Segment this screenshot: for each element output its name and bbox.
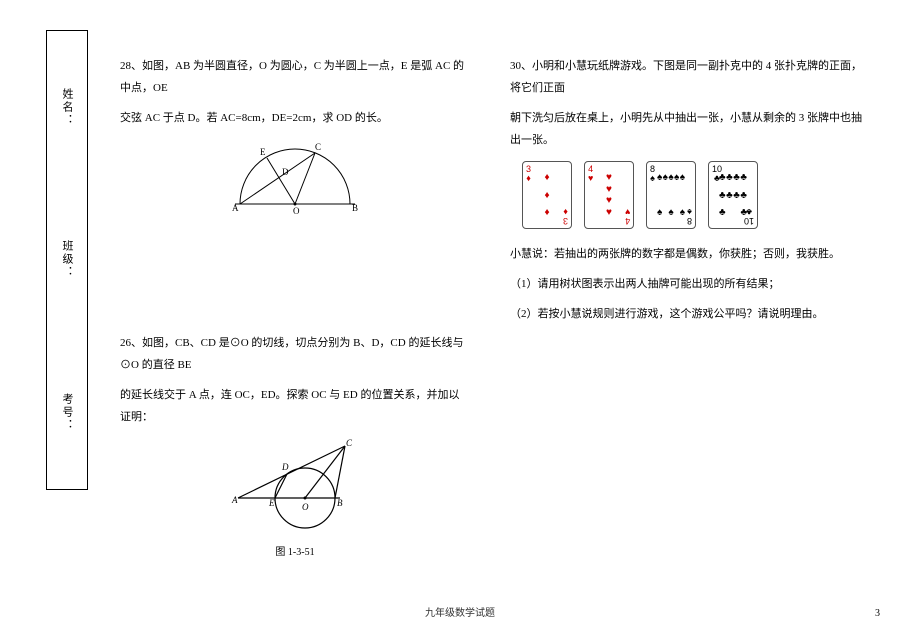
- card-corner-top: 4♥: [588, 165, 593, 183]
- card-pips: ♣♣♣♣♣♣♣♣♣♣: [719, 172, 747, 218]
- cards-row: 3♦♦♦♦3♦4♥♥♥♥♥4♥8♠♠♠♠♠♠♠♠♠8♠10♣♣♣♣♣♣♣♣♣♣♣…: [522, 161, 870, 229]
- name-label: 姓名：: [59, 88, 75, 127]
- card-corner-top: 8♠: [650, 165, 655, 183]
- card-corner-bottom: 3♦: [563, 207, 568, 225]
- playing-card: 3♦♦♦♦3♦: [522, 161, 572, 229]
- q28-text-2: 交弦 AC 于点 D。若 AC=8cm，DE=2cm，求 OD 的长。: [120, 107, 470, 129]
- svg-text:E: E: [268, 498, 275, 508]
- footer-title: 九年级数学试题: [0, 604, 920, 619]
- svg-text:E: E: [260, 147, 266, 157]
- card-pips: ♥♥♥♥: [595, 172, 623, 218]
- svg-text:A: A: [232, 203, 239, 213]
- class-label: 班级：: [59, 240, 75, 279]
- card-corner-bottom: 10♣: [744, 207, 754, 225]
- q26-figure: A B C D E O 图 1-3-51: [120, 438, 470, 558]
- q26-caption: 图 1-3-51: [120, 543, 470, 558]
- page-number: 3: [875, 608, 880, 619]
- q30-sub2: （2）若按小慧说规则进行游戏，这个游戏公平吗？请说明理由。: [510, 303, 870, 325]
- q30-sub1: （1）请用树状图表示出两人抽牌可能出现的所有结果；: [510, 273, 870, 295]
- svg-text:B: B: [337, 498, 343, 508]
- playing-card: 10♣♣♣♣♣♣♣♣♣♣♣10♣: [708, 161, 758, 229]
- card-corner-bottom: 8♠: [687, 207, 692, 225]
- spacer: [120, 252, 470, 332]
- svg-text:D: D: [281, 462, 289, 472]
- svg-text:A: A: [231, 495, 238, 505]
- tangent-circle-diagram-icon: A B C D E O: [220, 438, 370, 538]
- playing-card: 8♠♠♠♠♠♠♠♠♠8♠: [646, 161, 696, 229]
- exam-info-sidebar: 姓名： 班级： 考号：: [46, 30, 88, 490]
- svg-text:B: B: [352, 203, 358, 213]
- q26-text-2: 的延长线交于 A 点，连 OC，ED。探索 OC 与 ED 的位置关系，并加以证…: [120, 384, 470, 428]
- card-corner-top: 3♦: [526, 165, 531, 183]
- svg-text:C: C: [346, 438, 353, 448]
- semicircle-diagram-icon: A B C D E O: [220, 139, 370, 219]
- q26-text-1: 26、如图，CB、CD 是⊙O 的切线，切点分别为 B、D，CD 的延长线与⊙O…: [120, 332, 470, 376]
- q30-text-2: 朝下洗匀后放在桌上，小明先从中抽出一张，小慧从剩余的 3 张牌中也抽出一张。: [510, 107, 870, 151]
- playing-card: 4♥♥♥♥♥4♥: [584, 161, 634, 229]
- card-pips: ♠♠♠♠♠♠♠♠: [657, 172, 685, 218]
- q30-hint: 小慧说：若抽出的两张牌的数字都是偶数，你获胜；否则，我获胜。: [510, 243, 870, 265]
- svg-text:D: D: [282, 167, 289, 177]
- right-column: 30、小明和小慧玩纸牌游戏。下图是同一副扑克中的 4 张扑克牌的正面，将它们正面…: [510, 55, 870, 355]
- card-pips: ♦♦♦: [533, 172, 561, 218]
- question-30: 30、小明和小慧玩纸牌游戏。下图是同一副扑克中的 4 张扑克牌的正面，将它们正面…: [510, 55, 870, 325]
- svg-text:O: O: [293, 206, 300, 216]
- q30-text-1: 30、小明和小慧玩纸牌游戏。下图是同一副扑克中的 4 张扑克牌的正面，将它们正面: [510, 55, 870, 99]
- exam-no-label: 考号：: [59, 393, 75, 432]
- svg-text:O: O: [302, 502, 309, 512]
- q28-figure: A B C D E O: [120, 139, 470, 222]
- q28-text-1: 28、如图，AB 为半圆直径，O 为圆心，C 为半圆上一点，E 是弧 AC 的中…: [120, 55, 470, 99]
- question-28: 28、如图，AB 为半圆直径，O 为圆心，C 为半圆上一点，E 是弧 AC 的中…: [120, 55, 470, 222]
- card-corner-bottom: 4♥: [625, 207, 630, 225]
- question-26: 26、如图，CB、CD 是⊙O 的切线，切点分别为 B、D，CD 的延长线与⊙O…: [120, 332, 470, 558]
- svg-text:C: C: [315, 142, 321, 152]
- left-column: 28、如图，AB 为半圆直径，O 为圆心，C 为半圆上一点，E 是弧 AC 的中…: [120, 55, 470, 588]
